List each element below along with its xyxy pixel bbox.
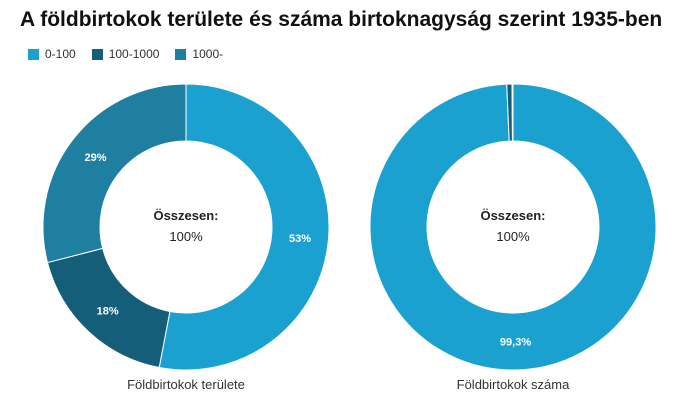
slice-count-1000-plus[interactable]	[511, 83, 514, 142]
slice-label-area-1000-plus: 29%	[85, 152, 107, 164]
legend-label-100-1000: 100-1000	[108, 47, 160, 61]
chart-caption-count: Földbirtokok száma	[457, 377, 570, 392]
donut-chart-area: 53% 18% 29% Összesen: 100% Földbirtokok terül…	[42, 83, 330, 392]
legend-label-0-100: 0-100	[45, 47, 76, 61]
center-value-count: 100%	[496, 229, 530, 244]
chart-caption-area: Földbirtokok területe	[127, 377, 245, 392]
legend-item-100-1000[interactable]: 100-1000	[91, 47, 160, 61]
center-title-area: Összesen:	[153, 208, 218, 223]
legend-swatch-0-100	[28, 48, 39, 60]
donut-chart-count: 99,3% Összesen: 100% Földbirtokok száma	[369, 83, 657, 392]
page-title: A földbirtokok területe és száma birtokn…	[20, 8, 663, 31]
legend-item-0-100[interactable]: 0-100	[28, 47, 76, 61]
legend: 0-100 100-1000 1000-	[28, 47, 223, 61]
legend-swatch-100-1000	[91, 48, 103, 60]
slice-area-1000-plus[interactable]	[42, 83, 187, 264]
center-title-count: Összesen:	[480, 208, 545, 223]
legend-label-1000-plus: 1000-	[192, 47, 224, 61]
center-value-area: 100%	[169, 229, 203, 244]
slice-area-0-100[interactable]	[158, 83, 330, 371]
slice-label-count-0-100: 99,3%	[500, 336, 531, 348]
slice-count-0-100[interactable]	[369, 83, 657, 371]
legend-swatch-1000-plus	[175, 48, 187, 60]
slice-label-area-0-100: 53%	[289, 233, 311, 245]
legend-item-1000-plus[interactable]: 1000-	[175, 47, 223, 61]
slice-label-area-100-1000: 18%	[97, 305, 119, 317]
